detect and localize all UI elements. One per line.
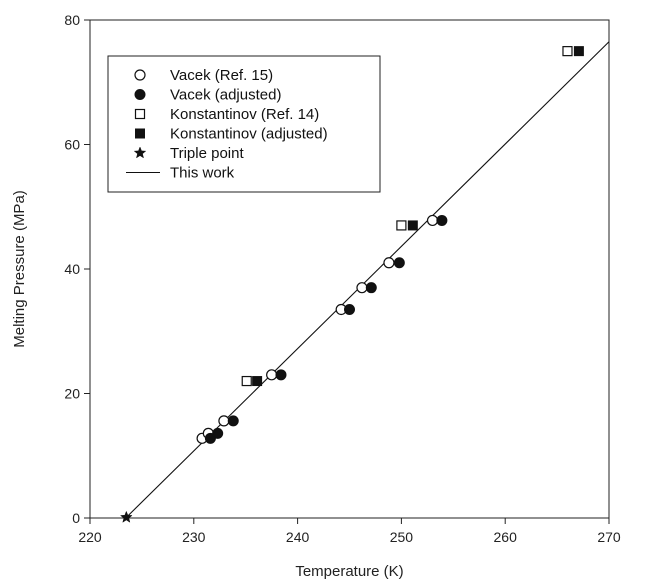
legend-label: Konstantinov (adjusted) (170, 126, 328, 143)
y-tick-label: 20 (64, 386, 80, 402)
series-triple-point (119, 510, 133, 523)
data-point-konstantinov-ref-14 (241, 375, 252, 387)
data-point-triple-point (119, 510, 133, 523)
y-tick-label: 0 (72, 510, 80, 526)
legend: Vacek (Ref. 15) Vacek (adjusted) Konstanti… (107, 55, 381, 193)
legend-item-vacek-ref-15: Vacek (Ref. 15) (134, 67, 273, 84)
legend-marker-vacek-adjusted (134, 89, 146, 100)
data-point-vacek-adjusted (344, 303, 355, 315)
legend-label: Vacek (Ref. 15) (170, 67, 273, 84)
x-tick-label: 250 (390, 529, 414, 545)
x-tick-label: 230 (182, 529, 206, 545)
data-point-vacek-ref-15 (356, 282, 368, 294)
y-tick-label: 80 (64, 12, 80, 28)
legend-item-konstantinov-ref-14: Konstantinov (Ref. 14) (134, 106, 319, 123)
data-point-konstantinov-adjusted (252, 376, 263, 387)
data-point-vacek-adjusted (212, 427, 224, 439)
data-point-vacek-adjusted (227, 415, 239, 427)
x-tick-label: 270 (597, 529, 621, 545)
legend-marker-konstantinov-ref-14 (134, 108, 146, 120)
legend-marker-konstantinov-adjusted (135, 128, 145, 139)
legend-label: Konstantinov (Ref. 14) (170, 106, 319, 123)
data-point-vacek-adjusted (275, 369, 287, 381)
y-tick-label: 40 (64, 261, 80, 277)
legend-marker-vacek-ref-15 (134, 69, 146, 81)
data-point-vacek-ref-15 (426, 214, 439, 227)
data-point-vacek-adjusted (393, 257, 405, 269)
series-konstantinov-ref-14 (241, 46, 573, 387)
legend-item-triple-point: Triple point (133, 145, 244, 162)
legend-item-konstantinov-adjusted: Konstantinov (adjusted) (135, 126, 328, 143)
series-konstantinov-adjusted (252, 46, 584, 387)
x-axis-title: Temperature (K) (295, 563, 403, 580)
legend-label: This work (170, 165, 235, 182)
y-tick-label: 60 (64, 137, 80, 153)
series-vacek-adjusted (204, 214, 448, 444)
data-points (119, 46, 584, 523)
data-point-vacek-ref-15 (383, 257, 395, 269)
legend-marker-triple-point (133, 146, 147, 159)
x-tick-label: 260 (494, 529, 518, 545)
data-point-vacek-ref-15 (218, 415, 230, 427)
legend-items: Vacek (Ref. 15) Vacek (adjusted) Konstanti… (126, 67, 328, 182)
legend-label: Triple point (170, 145, 244, 162)
legend-label: Vacek (adjusted) (170, 87, 281, 104)
data-point-vacek-ref-15 (266, 369, 278, 381)
x-tick-label: 220 (78, 529, 102, 545)
data-point-vacek-adjusted (365, 282, 377, 294)
data-point-konstantinov-adjusted (573, 46, 584, 57)
y-axis-title: Melting Pressure (MPa) (11, 190, 28, 348)
legend-item-vacek-adjusted: Vacek (adjusted) (134, 87, 281, 104)
data-point-vacek-adjusted (436, 214, 448, 226)
x-tick-label: 240 (286, 529, 310, 545)
legend-box (107, 55, 381, 193)
axis-ticks: 220 230 240 250 260 270 0 20 40 60 80 (64, 12, 620, 545)
legend-item-this-work: This work (126, 165, 235, 182)
data-point-konstantinov-adjusted (407, 220, 418, 231)
data-point-konstantinov-ref-14 (396, 220, 407, 231)
data-point-konstantinov-ref-14 (562, 46, 573, 57)
